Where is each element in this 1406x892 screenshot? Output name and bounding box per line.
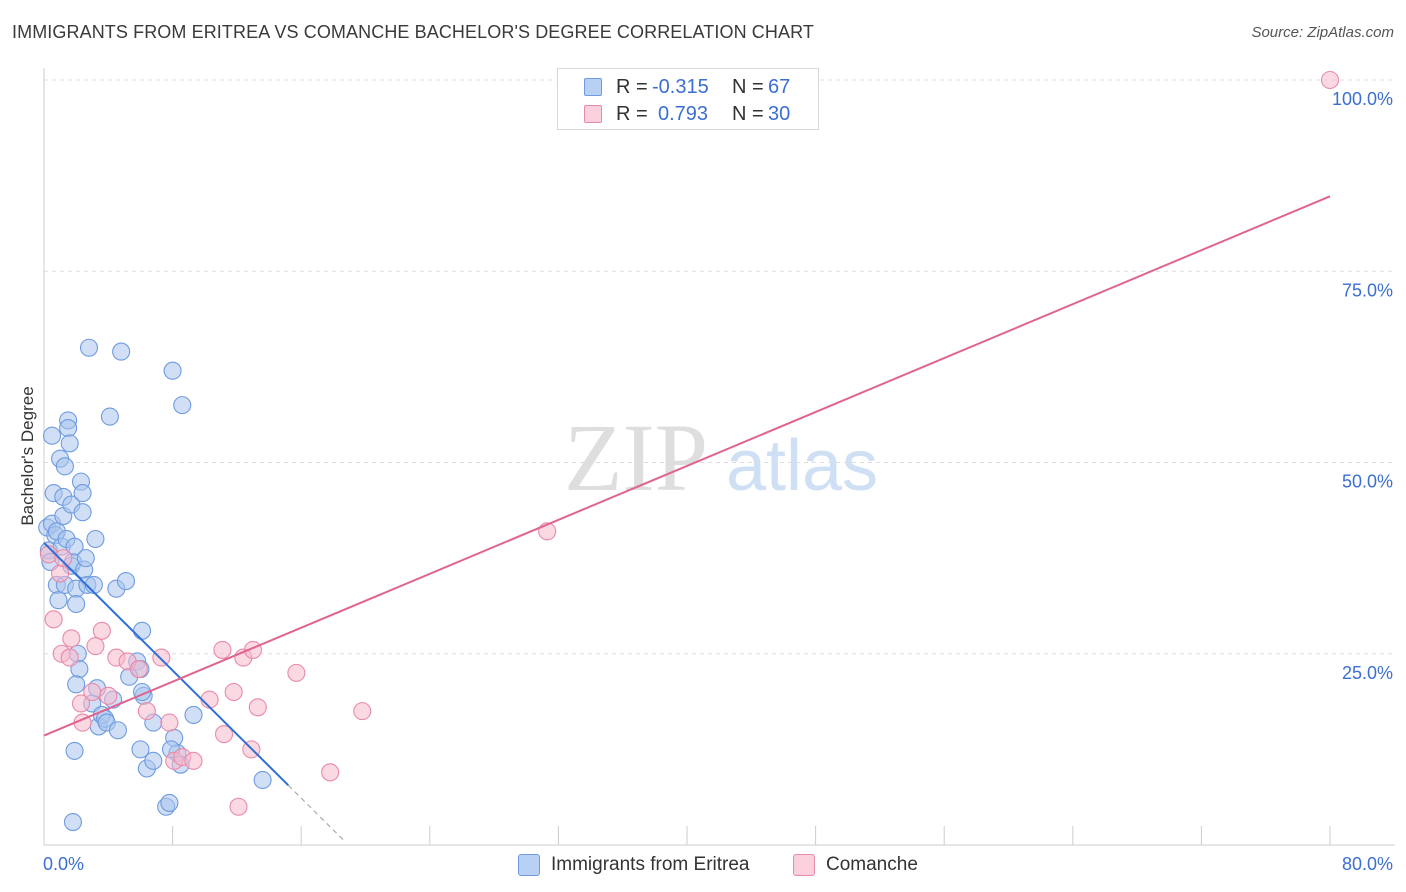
trendline-eritrea-extension xyxy=(287,784,346,842)
point-eritrea-69 xyxy=(173,396,192,415)
chart-title: IMMIGRANTS FROM ERITREA VS COMANCHE BACH… xyxy=(12,22,814,42)
x-tick-label-min: 0.0% xyxy=(43,854,84,874)
chart-source: Source: ZipAtlas.com xyxy=(1251,24,1394,41)
point-eritrea-25 xyxy=(67,594,86,614)
point-comanche-2 xyxy=(51,564,70,583)
point-eritrea-67 xyxy=(67,675,86,694)
point-comanche-15 xyxy=(129,659,148,679)
point-comanche-22 xyxy=(200,690,219,709)
point-comanche-1 xyxy=(44,610,63,629)
bottom-legend-swatch-eritrea xyxy=(518,854,540,876)
point-eritrea-18 xyxy=(59,419,78,438)
point-comanche-11 xyxy=(92,621,111,640)
trendline-eritrea xyxy=(43,542,290,787)
point-eritrea-23 xyxy=(65,537,84,556)
point-eritrea-50 xyxy=(133,621,152,640)
y-axis-label: Bachelor's Degree xyxy=(18,386,37,526)
legend-r-value-comanche: 0.793 xyxy=(658,103,709,125)
point-eritrea-48 xyxy=(116,572,136,591)
point-eritrea-71 xyxy=(63,812,82,832)
legend-r-value-eritrea: -0.315 xyxy=(652,76,709,98)
point-eritrea-37 xyxy=(86,529,105,549)
point-comanche-16 xyxy=(137,702,156,721)
legend-n-value-comanche: 30 xyxy=(768,103,791,125)
y-tick-label-2: 75.0% xyxy=(1342,280,1393,300)
point-comanche-21 xyxy=(184,751,203,770)
point-eritrea-9 xyxy=(49,591,68,610)
point-eritrea-54 xyxy=(160,793,179,812)
point-eritrea-59 xyxy=(144,751,163,770)
point-eritrea-19 xyxy=(60,434,79,453)
point-comanche-10 xyxy=(86,637,105,656)
point-comanche-4 xyxy=(54,549,73,568)
point-eritrea-66 xyxy=(65,741,84,760)
correlation-legend: R = -0.315 N = 67 R = 0.793 N = 30 xyxy=(557,68,819,130)
trendline-comanche xyxy=(43,195,1331,737)
point-eritrea-56 xyxy=(184,705,203,725)
watermark-atlas: atlas xyxy=(726,426,878,506)
bottom-legend-label-eritrea: Immigrants from Eritrea xyxy=(551,854,750,875)
point-eritrea-70 xyxy=(253,770,272,790)
point-comanche-12 xyxy=(99,686,118,705)
x-tick-label-max: 80.0% xyxy=(1342,854,1393,874)
y-tick-label-1: 50.0% xyxy=(1342,472,1393,492)
legend-r-label-eritrea: R = xyxy=(616,76,648,98)
point-comanche-32 xyxy=(321,763,340,782)
point-eritrea-14 xyxy=(55,457,74,476)
point-eritrea-30 xyxy=(73,484,92,503)
point-comanche-31 xyxy=(287,663,306,682)
point-eritrea-29 xyxy=(73,503,92,522)
point-comanche-5 xyxy=(60,648,79,667)
point-comanche-6 xyxy=(62,629,81,648)
point-comanche-25 xyxy=(224,682,243,702)
legend-swatch-comanche xyxy=(584,105,602,123)
point-comanche-24 xyxy=(214,725,234,744)
point-comanche-35 xyxy=(1320,70,1340,90)
point-comanche-9 xyxy=(83,682,102,702)
legend-n-label-comanche: N = xyxy=(732,103,764,125)
point-comanche-7 xyxy=(71,694,91,713)
point-eritrea-68 xyxy=(163,361,182,380)
legend-swatch-eritrea xyxy=(584,78,602,96)
bottom-legend-swatch-comanche xyxy=(793,854,815,876)
point-comanche-30 xyxy=(248,698,267,717)
legend-n-label-eritrea: N = xyxy=(732,76,764,98)
point-comanche-17 xyxy=(152,648,171,667)
point-eritrea-43 xyxy=(100,407,119,426)
point-comanche-18 xyxy=(160,713,179,732)
legend-r-label-comanche: R = xyxy=(616,103,648,125)
point-eritrea-32 xyxy=(76,549,95,568)
point-comanche-33 xyxy=(353,702,372,721)
point-eritrea-5 xyxy=(42,426,62,445)
point-eritrea-34 xyxy=(79,338,99,357)
point-comanche-26 xyxy=(229,797,248,816)
point-eritrea-36 xyxy=(84,575,103,594)
y-tick-label-3: 100.0% xyxy=(1332,89,1393,109)
point-eritrea-47 xyxy=(112,342,131,361)
legend-n-value-eritrea: 67 xyxy=(768,76,791,98)
bottom-legend-label-comanche: Comanche xyxy=(826,854,918,875)
point-comanche-23 xyxy=(213,640,232,659)
point-eritrea-46 xyxy=(108,721,127,740)
point-eritrea-65 xyxy=(131,740,150,759)
watermark-zip: ZIP xyxy=(564,404,708,511)
y-tick-label-0: 25.0% xyxy=(1342,663,1393,683)
